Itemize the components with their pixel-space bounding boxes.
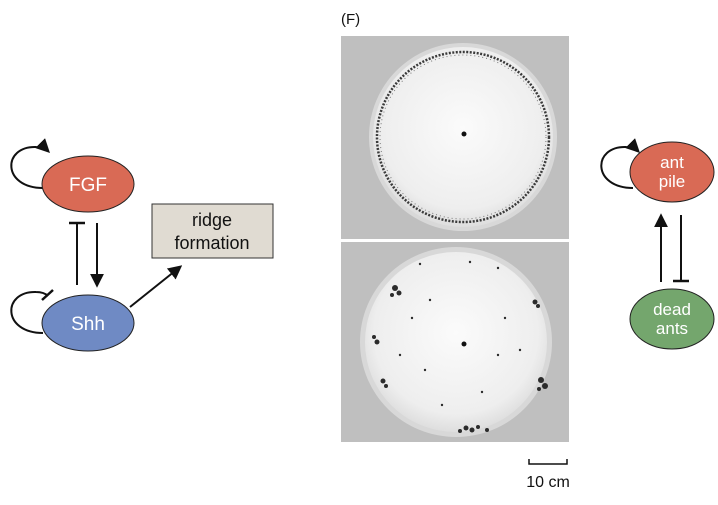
ridge-formation-label-1: ridge: [192, 210, 232, 230]
node-ant-pile: [629, 141, 715, 203]
node-shh-label: Shh: [71, 314, 105, 335]
shh-to-ridge-arrow: [129, 265, 183, 308]
ridge-formation-box: [151, 203, 274, 259]
node-ant-pile-label-1: ant: [660, 153, 684, 172]
node-dead-ants-label-2: ants: [656, 319, 688, 338]
fgf-self-activation-arrow: [10, 138, 50, 189]
node-ant-pile-label-2: pile: [659, 172, 685, 191]
shh-self-inhibition-loop: [10, 290, 49, 334]
node-dead-ants-label-1: dead: [653, 300, 691, 319]
scale-bar-label: 10 cm: [526, 474, 570, 491]
node-fgf-label: FGF: [69, 175, 107, 196]
right-network: ant pile dead ants: [600, 138, 715, 350]
ant-ring: [375, 50, 551, 224]
node-fgf: [41, 155, 135, 213]
ridge-formation-label-2: formation: [174, 233, 249, 253]
node-dead-ants: [629, 288, 715, 350]
node-shh: [41, 294, 135, 352]
ant-pile-self-activation-arrow: [600, 138, 640, 189]
ant-clusters: [372, 260, 548, 433]
left-network: FGF Shh ridge formation: [10, 138, 274, 352]
inhibition-bar-shh: [41, 289, 54, 301]
photo-bottom: [341, 242, 569, 442]
photo-top: [341, 36, 569, 239]
panel-label: (F): [341, 11, 360, 28]
scale-bar: 10 cm: [526, 459, 570, 491]
